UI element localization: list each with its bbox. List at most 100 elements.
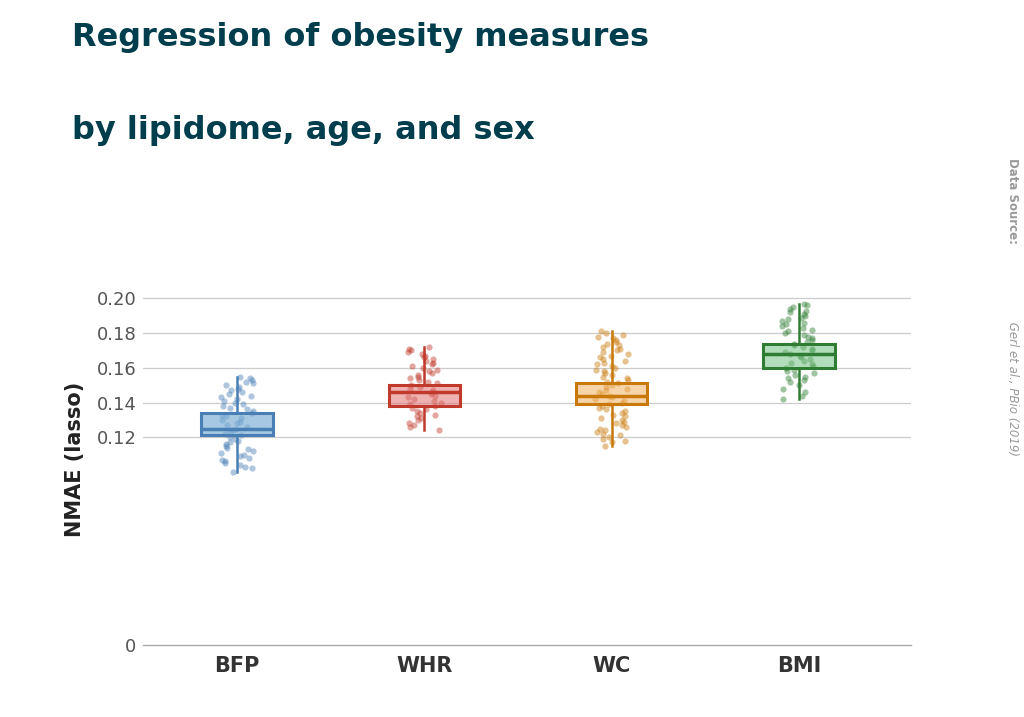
Point [609, 345, 626, 356]
Point [213, 391, 229, 403]
Point [603, 350, 620, 361]
Point [601, 399, 617, 410]
Point [215, 400, 231, 412]
Point [411, 414, 427, 426]
Point [414, 348, 430, 360]
Point [781, 307, 798, 318]
Point [616, 411, 633, 422]
Point [793, 312, 809, 323]
Point [242, 373, 258, 384]
Point [430, 424, 446, 436]
Point [797, 386, 813, 398]
Point [798, 371, 814, 382]
Point [605, 409, 622, 420]
Point [614, 329, 631, 341]
Point [794, 390, 810, 402]
Point [804, 345, 820, 356]
Point [604, 379, 621, 391]
Point [229, 435, 246, 447]
Point [237, 461, 253, 473]
Point [239, 376, 255, 387]
Point [218, 379, 234, 391]
Point [400, 346, 417, 358]
Point [604, 437, 621, 448]
Point [400, 343, 417, 354]
Point [424, 386, 440, 398]
Point [799, 336, 815, 348]
Point [589, 427, 605, 438]
Point [425, 384, 441, 396]
Point [418, 355, 434, 366]
Point [226, 397, 243, 408]
Point [232, 429, 249, 441]
Point [236, 399, 252, 410]
Point [426, 400, 442, 412]
Point [244, 374, 260, 386]
Point [423, 388, 439, 399]
Point [232, 371, 249, 382]
Point [421, 341, 437, 353]
Point [785, 338, 802, 349]
Point [222, 384, 239, 396]
Point [222, 427, 239, 438]
Point [213, 447, 229, 459]
Point [616, 405, 633, 417]
Point [418, 404, 434, 415]
Point [402, 421, 419, 432]
Point [778, 362, 795, 374]
Point [244, 407, 260, 419]
Point [620, 373, 636, 384]
Point [601, 390, 617, 402]
Point [406, 394, 422, 405]
Point [399, 391, 416, 403]
Point [593, 412, 609, 424]
Point [796, 298, 812, 310]
Point [604, 391, 621, 403]
Point [402, 345, 419, 356]
Point [614, 397, 631, 408]
Point [608, 334, 625, 346]
Point [232, 450, 249, 462]
Point [245, 378, 261, 389]
Point [425, 353, 441, 365]
Point [587, 394, 603, 405]
Point [777, 328, 794, 339]
Point [792, 379, 808, 391]
Point [219, 419, 236, 431]
Point [218, 438, 234, 450]
Point [604, 333, 621, 344]
Point [778, 366, 795, 377]
Point [590, 331, 606, 342]
Point [613, 414, 630, 426]
Point [214, 409, 230, 420]
Point [425, 357, 441, 369]
Point [413, 412, 429, 424]
Point [411, 374, 427, 386]
Point [428, 378, 444, 389]
Point [607, 362, 624, 374]
Point [796, 341, 812, 353]
Point [594, 388, 610, 399]
Point [230, 381, 247, 393]
Point [603, 369, 620, 381]
Point [228, 394, 245, 405]
Point [597, 404, 613, 415]
Point [596, 357, 612, 369]
Point [799, 300, 815, 311]
Point [795, 322, 811, 333]
Point [804, 334, 820, 346]
Point [424, 367, 440, 379]
Point [593, 326, 609, 337]
Point [804, 343, 820, 354]
Point [782, 303, 799, 315]
Point [595, 346, 611, 358]
Point [595, 371, 611, 382]
Point [588, 364, 604, 375]
Point [221, 388, 238, 399]
Point [798, 305, 814, 316]
Point [232, 416, 249, 427]
Point [804, 358, 820, 370]
Point [600, 432, 616, 443]
Point [427, 390, 443, 402]
Bar [389, 385, 460, 406]
